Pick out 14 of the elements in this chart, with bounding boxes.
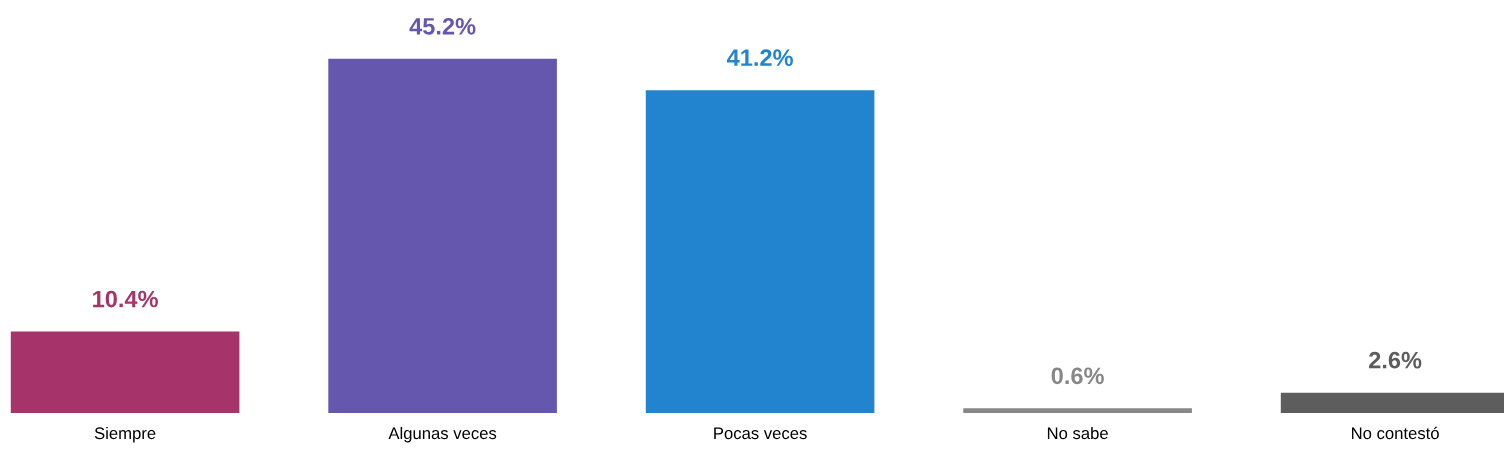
x-tick-label: No sabe — [1047, 426, 1108, 440]
data-label: 45.2% — [409, 17, 476, 35]
data-label: 2.6% — [1369, 351, 1422, 369]
data-label: 0.6% — [1051, 367, 1104, 385]
bar — [963, 408, 1192, 413]
x-tick-label: No contestó — [1352, 426, 1439, 440]
x-tick-label: Pocas veces — [714, 427, 807, 440]
bar — [645, 90, 875, 413]
data-label: 41.2% — [726, 49, 793, 66]
x-tick-label: Siempre — [94, 426, 156, 443]
bar — [10, 331, 240, 413]
data-label: 10.4% — [93, 290, 158, 308]
x-tick-label: Algunas veces — [388, 426, 497, 443]
bar — [328, 58, 557, 413]
